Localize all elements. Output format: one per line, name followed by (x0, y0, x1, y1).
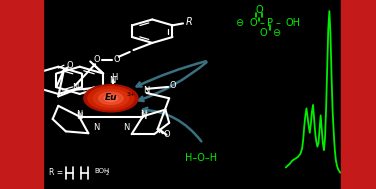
Text: O: O (94, 55, 100, 64)
Text: N: N (123, 123, 129, 132)
Text: N: N (140, 112, 146, 121)
Text: O: O (170, 81, 176, 91)
Text: O: O (67, 61, 74, 70)
Text: BOH: BOH (94, 168, 109, 174)
Text: N: N (144, 86, 150, 95)
Text: R: R (186, 18, 193, 27)
Text: N: N (76, 110, 82, 119)
Text: H–O–H: H–O–H (185, 153, 217, 163)
Bar (0, 0, 43, 189)
Text: O: O (163, 130, 170, 139)
Text: N: N (72, 83, 78, 92)
Text: ⊖: ⊖ (272, 28, 280, 38)
Circle shape (84, 85, 138, 112)
Text: N: N (76, 112, 82, 121)
Text: 2: 2 (106, 171, 109, 176)
Circle shape (99, 92, 123, 104)
Circle shape (88, 87, 134, 110)
Text: N: N (110, 76, 116, 85)
Text: OH: OH (286, 18, 301, 28)
Text: O: O (259, 28, 267, 38)
Text: ⊖: ⊖ (235, 18, 243, 28)
Bar (341, 0, 376, 189)
Text: –: – (260, 18, 265, 28)
Text: –: – (276, 18, 280, 28)
Text: O: O (250, 18, 258, 28)
Text: O: O (113, 55, 120, 64)
Text: Eu: Eu (105, 93, 117, 102)
Text: H: H (112, 73, 118, 82)
Text: P: P (267, 18, 273, 28)
Text: R =: R = (49, 168, 63, 177)
Text: 3+: 3+ (127, 92, 136, 97)
Text: N: N (93, 123, 99, 132)
Circle shape (104, 95, 118, 102)
Text: O: O (256, 5, 263, 15)
Circle shape (93, 89, 129, 107)
Text: N: N (140, 110, 146, 119)
